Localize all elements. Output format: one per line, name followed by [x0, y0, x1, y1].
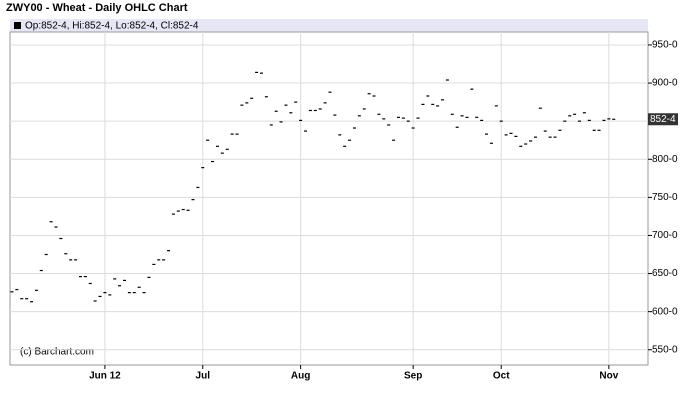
y-tick-label: 950-0	[652, 40, 678, 51]
x-tick-label: Jun 12	[89, 371, 121, 382]
y-tick-label: 750-0	[652, 192, 678, 203]
last-price-label: 852-4	[650, 114, 676, 125]
y-tick-label: 900-0	[652, 78, 678, 89]
y-tick-label: 550-0	[652, 344, 678, 355]
plot-frame	[9, 31, 649, 366]
legend-text: Op:852-4, Hi:852-4, Lo:852-4, Cl:852-4	[25, 21, 199, 32]
x-tick-label: Sep	[404, 371, 422, 382]
source-note: (c) Barchart.com	[20, 347, 94, 358]
chart-title: ZWY00 - Wheat - Daily OHLC Chart	[6, 2, 188, 14]
y-tick-label: 700-0	[652, 230, 678, 241]
x-tick-label: Jul	[196, 371, 211, 382]
y-tick-label: 600-0	[652, 306, 678, 317]
x-tick-label: Oct	[493, 371, 510, 382]
x-tick-label: Nov	[599, 371, 618, 382]
x-tick-label: Aug	[291, 371, 310, 382]
legend-swatch	[14, 22, 21, 29]
y-tick-label: 800-0	[652, 154, 678, 165]
y-tick-label: 650-0	[652, 268, 678, 279]
last-price-box	[648, 113, 678, 126]
legend-bar	[10, 19, 648, 32]
